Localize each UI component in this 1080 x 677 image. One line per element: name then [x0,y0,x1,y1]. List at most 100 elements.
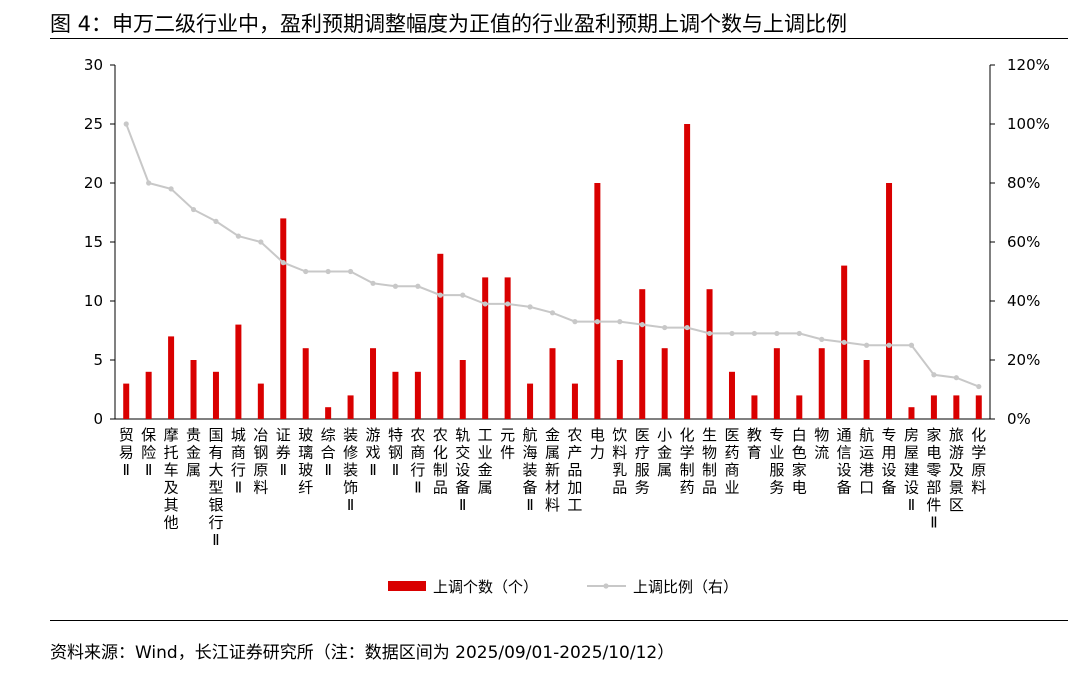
bar-series [123,124,982,419]
bar [616,360,623,419]
line-point [437,292,443,298]
line-point [460,292,466,298]
line-point [280,260,286,266]
y-left-tick-label: 25 [84,115,103,133]
x-tick-label: 电力 [590,426,605,462]
x-tick-label: 玻璃玻纤 [298,426,313,497]
line-point [347,268,354,275]
y-left-tick-label: 10 [84,292,103,310]
line-point [415,283,421,289]
combo-chart: 0 5 10 15 20 25 30 0% 20% 40% 60% 80% 100% 120% 贸易 Ⅱ 保险… [84,56,1050,596]
bar [145,371,152,419]
bar [302,348,309,419]
bar [347,395,354,419]
x-tick-label: 医疗服务 [635,426,650,497]
x-tick-label: 教育 [747,426,762,462]
line-point [146,180,152,186]
bar [549,348,556,419]
bar [123,383,130,419]
line-point [774,330,780,337]
bar [571,383,578,419]
bar [594,183,601,419]
chart-axes: 0 5 10 15 20 25 30 0% 20% 40% 60% 80% 100% 120% [84,56,1050,428]
line-point [168,186,174,192]
source-note: 资料来源：Wind，长江证券研究所（注：数据区间为 2025/09/01-202… [50,643,675,663]
x-tick-label: 贸易 Ⅱ [119,426,134,479]
bar [863,360,870,419]
line-point [370,280,376,286]
x-tick-label: 城商行 Ⅱ [231,426,246,497]
bar [796,395,803,419]
x-tick-label: 家电零部件 Ⅱ [926,426,941,532]
y-left-tick-label: 15 [84,233,103,251]
x-tick-label: 轨交设备 Ⅱ [455,426,470,514]
x-tick-label: 综合 Ⅱ [321,426,336,479]
y-left-tick-label: 20 [84,174,103,192]
line-point [639,322,645,328]
line-point [572,319,578,325]
x-tick-label: 物流 [814,426,829,462]
line-path [125,123,980,388]
bar [459,360,466,419]
x-tick-label: 保险 Ⅱ [141,426,156,479]
x-tick-label: 贵金属 [186,426,201,479]
bar [437,253,444,419]
line-point [549,310,556,316]
line-point [841,339,847,345]
x-tick-label: 冶钢原料 [253,426,268,497]
x-tick-label: 房屋建设 Ⅱ [904,426,919,514]
y-left-tick-label: 30 [84,56,103,74]
x-tick-label: 农化制品 [433,426,448,497]
y-right-tick-label: 40% [1007,292,1040,310]
line-point [258,239,264,245]
line-point [235,233,241,239]
x-tick-label: 化学制药 [680,426,695,497]
x-tick-label: 工业金属 [478,426,493,497]
x-tick-label: 金属新材料 [545,426,560,514]
x-tick-label: 航海装备 Ⅱ [523,426,538,514]
bar [975,395,982,419]
x-tick-label: 饮料乳品 [612,426,627,497]
bar [751,395,758,419]
x-tick-label: 元件 [500,426,515,462]
line-point [796,330,802,337]
bar [280,218,287,419]
line-point [123,121,129,127]
line-point [325,268,331,275]
line-point [908,342,915,348]
x-tick-label: 专用设备 [882,426,897,497]
line-point [617,319,623,325]
line-point [976,383,982,390]
line-point [190,206,197,213]
bar [886,183,893,419]
chart-title: 图 4：申万二级行业中，盈利预期调整幅度为正值的行业盈利预期上调个数与上调比例 [50,12,848,36]
x-tick-label: 专业服务 [769,426,784,497]
y-right-tick-label: 100% [1007,115,1050,133]
title-divider [50,38,1068,39]
bar [235,324,242,419]
x-tick-label: 特钢 Ⅱ [388,426,403,479]
legend-label-bar: 上调个数（个） [433,578,538,596]
y-right-tick-label: 20% [1007,351,1040,369]
line-point [729,330,735,337]
bar [930,395,937,419]
x-tick-label: 装修装饰 Ⅱ [343,426,358,514]
bar [661,348,668,419]
line-point [303,268,309,275]
line-point [819,336,825,342]
x-tick-label: 农产品加工 [567,426,582,514]
x-tick-label: 摩托车及其他 [164,426,179,532]
legend-swatch-marker [603,583,609,589]
line-point [213,218,219,224]
bar [908,407,915,419]
bar [212,371,219,419]
bar [190,360,197,419]
line-point [751,330,758,337]
bar [325,407,332,419]
line-point [953,375,959,381]
line-point [864,342,870,348]
y-right-tick-label: 120% [1007,56,1050,74]
y-right-tick-label: 0% [1007,410,1031,428]
legend-swatch-bar [388,581,426,591]
bar [370,348,377,419]
